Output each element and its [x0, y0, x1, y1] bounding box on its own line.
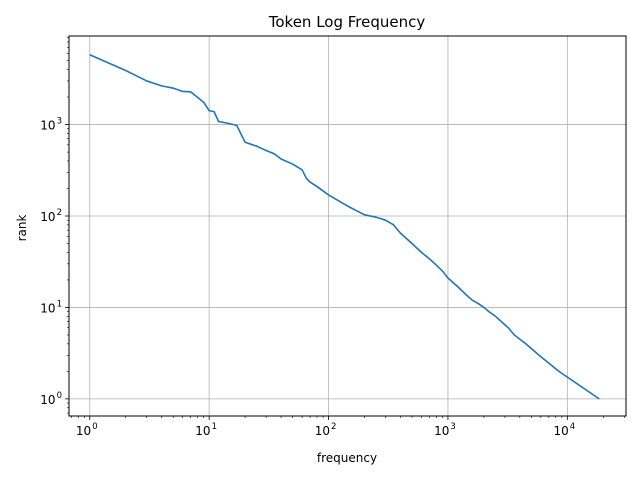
x-tick-label: 101 [195, 422, 217, 438]
y-axis-label: rank [15, 215, 29, 242]
x-tick-label: 104 [553, 422, 575, 438]
series-layer [89, 54, 600, 400]
x-tick-label: 100 [76, 422, 98, 438]
y-tick-label: 103 [40, 117, 62, 133]
x-tick-label: 103 [434, 422, 456, 438]
y-tick-label: 101 [40, 299, 62, 315]
chart-title: Token Log Frequency [268, 13, 426, 31]
grid [69, 36, 626, 416]
y-tick-label: 100 [40, 391, 62, 407]
plot-frame [68, 35, 627, 417]
series-line [89, 54, 600, 400]
ticks: 100 101 102 103 104 100 101 102 103 [40, 37, 625, 438]
y-tick-label: 102 [40, 208, 62, 224]
x-axis-label: frequency [317, 451, 377, 465]
x-tick-label: 102 [315, 422, 337, 438]
